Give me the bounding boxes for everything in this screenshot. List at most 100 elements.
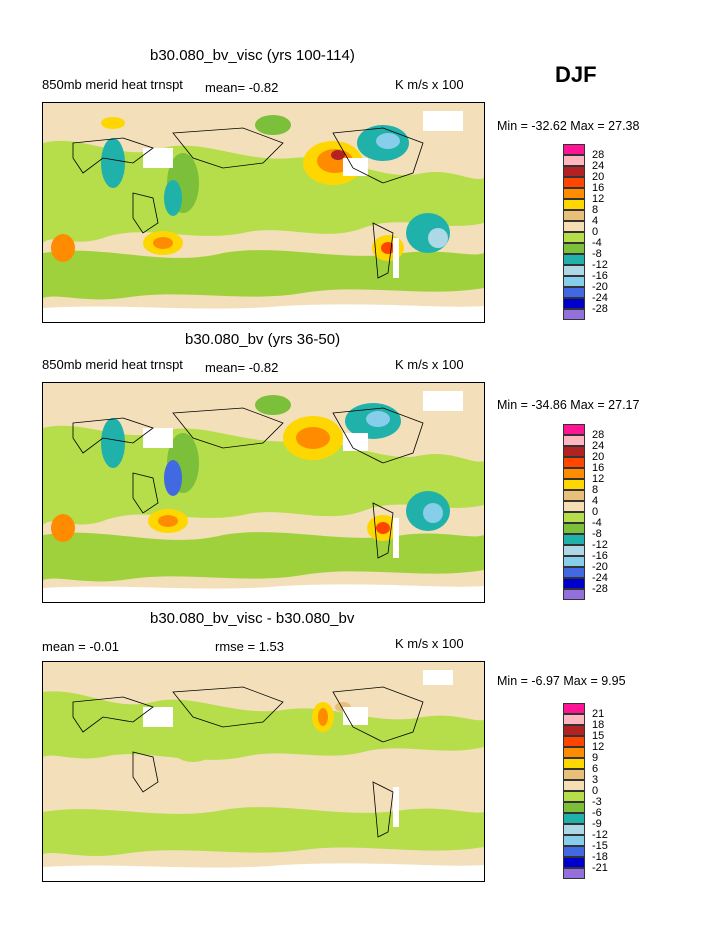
colorbar-tick-label: 0	[592, 226, 599, 238]
panel-3-rmse: rmse = 1.53	[215, 639, 285, 654]
colorbar-tick-label: -4	[592, 517, 602, 529]
colorbar-swatch	[563, 232, 585, 243]
colorbar-swatch	[563, 534, 585, 545]
colorbar-swatch	[563, 243, 585, 254]
panel-2-title: b30.080_bv (yrs 36-50)	[185, 331, 341, 348]
panel-1-mean: mean= -0.82	[205, 80, 279, 95]
panel-3-mean: mean = -0.01	[42, 639, 119, 654]
colorbar-tick-label: 8	[592, 484, 599, 496]
colorbar-swatch	[563, 446, 585, 457]
colorbar-tick-label: 12	[592, 193, 605, 205]
colorbar-swatch	[563, 813, 585, 824]
colorbar-tick-label: -20	[592, 561, 608, 573]
colorbar-tick-label: 6	[592, 763, 599, 775]
colorbar-tick-label: -20	[592, 281, 608, 293]
colorbar-tick-label: 28	[592, 429, 605, 441]
colorbar-tick-label: 20	[592, 451, 605, 463]
panel-2-mean: mean= -0.82	[205, 360, 279, 375]
colorbar-swatch	[563, 780, 585, 791]
colorbar-swatch	[563, 556, 585, 567]
colorbar-swatch	[563, 725, 585, 736]
panel-3-map-field	[43, 662, 484, 881]
colorbar-swatch	[563, 435, 585, 446]
panel-1-field-label: 850mb merid heat trnspt	[42, 77, 183, 92]
colorbar-swatch	[563, 747, 585, 758]
colorbar-swatch	[563, 309, 585, 320]
colorbar-swatch	[563, 703, 585, 714]
panel-1-map-field	[43, 103, 484, 322]
colorbar-tick-label: 12	[592, 741, 605, 753]
colorbar-swatch	[563, 155, 585, 166]
colorbar-swatch	[563, 457, 585, 468]
colorbar-tick-label: -6	[592, 807, 602, 819]
colorbar-tick-label: -24	[592, 292, 608, 304]
panel-3-units: K m/s x 100	[395, 636, 464, 651]
colorbar-swatch	[563, 523, 585, 534]
colorbar-swatch	[563, 424, 585, 435]
colorbar-tick-label: 12	[592, 473, 605, 485]
panel-2-map	[42, 382, 485, 603]
colorbar-tick-label: 24	[592, 160, 605, 172]
panel-3-colorbar: 21 18 15 12 9 6 3 0 -3 -6 -9 -12 -15 -18 -21	[563, 703, 623, 879]
colorbar-swatch	[563, 210, 585, 221]
colorbar-swatch	[563, 512, 585, 523]
colorbar-tick-label: -21	[592, 862, 608, 874]
panel-2-units: K m/s x 100	[395, 357, 464, 372]
colorbar-tick-label: -8	[592, 528, 602, 540]
colorbar-tick-label: -24	[592, 572, 608, 584]
colorbar-tick-label: -4	[592, 237, 602, 249]
panel-1-units: K m/s x 100	[395, 77, 464, 92]
colorbar-swatch	[563, 177, 585, 188]
colorbar-tick-label: -9	[592, 818, 602, 830]
colorbar-tick-label: 0	[592, 506, 599, 518]
colorbar-tick-label: 18	[592, 719, 605, 731]
colorbar-tick-label: 0	[592, 785, 599, 797]
colorbar-swatch	[563, 578, 585, 589]
colorbar-tick-label: 21	[592, 708, 605, 720]
colorbar-swatch	[563, 714, 585, 725]
colorbar-tick-label: 4	[592, 215, 599, 227]
colorbar-swatch	[563, 846, 585, 857]
colorbar-tick-label: -16	[592, 550, 608, 562]
panel-1-minmax: Min = -32.62 Max = 27.38	[497, 119, 640, 133]
colorbar-swatch	[563, 835, 585, 846]
panel-3-map	[42, 661, 485, 882]
colorbar-tick-label: -15	[592, 840, 608, 852]
colorbar-tick-label: -18	[592, 851, 608, 863]
colorbar-swatch	[563, 490, 585, 501]
colorbar-tick-label: 3	[592, 774, 599, 786]
colorbar-tick-label: 28	[592, 149, 605, 161]
colorbar-swatch	[563, 802, 585, 813]
panel-3-title: b30.080_bv_visc - b30.080_bv	[150, 610, 355, 627]
colorbar-swatch	[563, 736, 585, 747]
panel-2-field-label: 850mb merid heat trnspt	[42, 357, 183, 372]
colorbar-swatch	[563, 265, 585, 276]
colorbar-swatch	[563, 589, 585, 600]
colorbar-swatch	[563, 857, 585, 868]
colorbar-swatch	[563, 166, 585, 177]
colorbar-swatch	[563, 545, 585, 556]
colorbar-tick-label: 24	[592, 440, 605, 452]
colorbar-swatch	[563, 468, 585, 479]
colorbar-swatch	[563, 791, 585, 802]
panel-2-map-field	[43, 383, 484, 602]
colorbar-swatch	[563, 824, 585, 835]
season-label: DJF	[555, 62, 597, 87]
colorbar-swatch	[563, 188, 585, 199]
colorbar-tick-label: 16	[592, 182, 605, 194]
colorbar-tick-label: -28	[592, 303, 608, 315]
panel-2-colorbar: 28 24 20 16 12 8 4 0 -4 -8 -12 -16 -20 -24 -28	[563, 424, 623, 600]
colorbar-swatch	[563, 758, 585, 769]
colorbar-tick-label: -12	[592, 539, 608, 551]
colorbar-swatch	[563, 567, 585, 578]
colorbar-tick-label: -8	[592, 248, 602, 260]
colorbar-swatch	[563, 769, 585, 780]
colorbar-swatch	[563, 254, 585, 265]
colorbar-tick-label: 16	[592, 462, 605, 474]
colorbar-tick-label: -16	[592, 270, 608, 282]
colorbar-swatch	[563, 199, 585, 210]
colorbar-tick-label: -3	[592, 796, 602, 808]
colorbar-tick-label: 9	[592, 752, 599, 764]
panel-1-colorbar: 28 24 20 16 12 8 4 0 -4 -8 -12 -16 -20 -24 -28	[563, 144, 623, 320]
colorbar-tick-label: -12	[592, 829, 608, 841]
